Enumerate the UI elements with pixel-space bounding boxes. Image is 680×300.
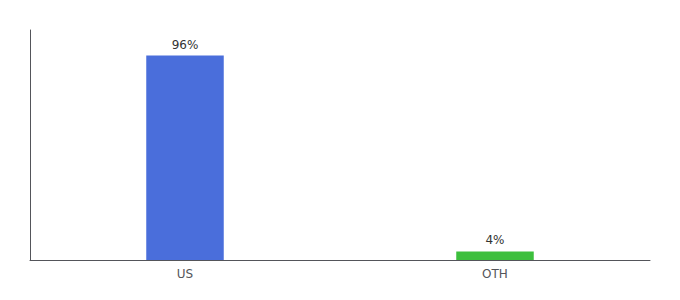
svg-text:96%: 96% xyxy=(172,38,199,52)
svg-text:US: US xyxy=(177,267,193,281)
svg-text:OTH: OTH xyxy=(482,267,508,281)
svg-text:4%: 4% xyxy=(485,233,504,247)
